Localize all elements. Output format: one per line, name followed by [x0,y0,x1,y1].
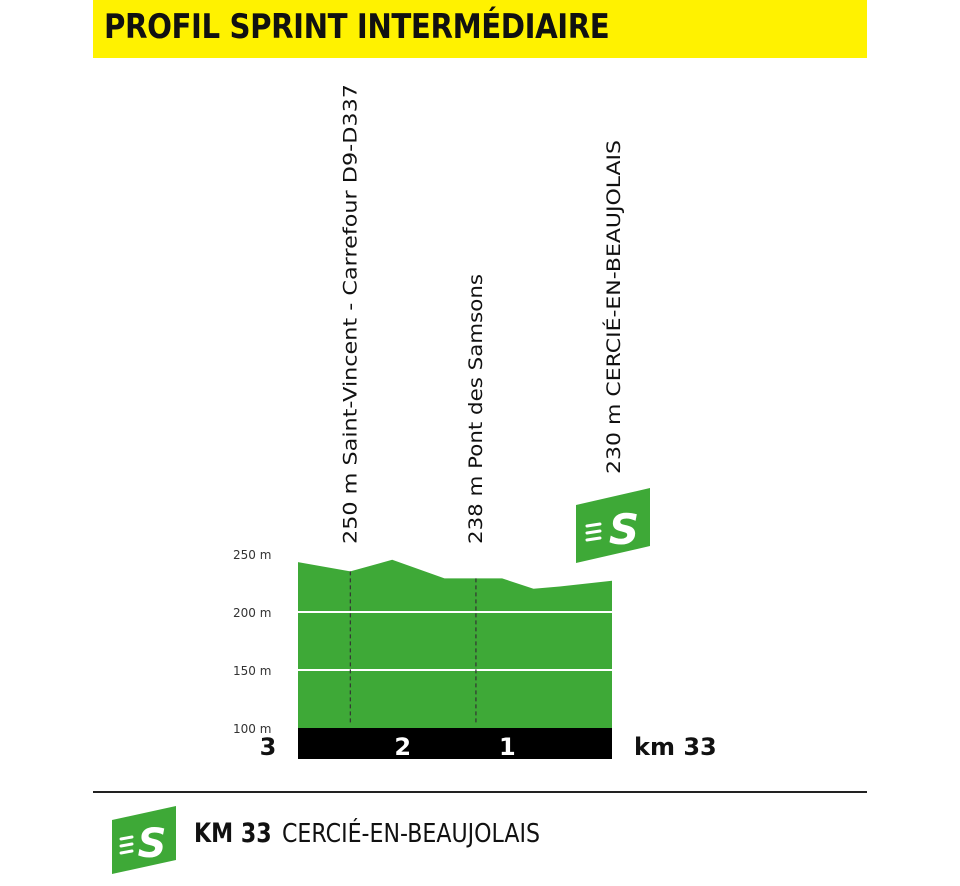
elevation-profile-area [298,559,612,728]
sprint-icon-letter: S [609,505,639,554]
distance-bar [298,728,612,759]
end-km-label: km 33 [634,733,717,761]
annotation-label: 238 m Pont des Samsons [465,274,487,544]
title-bar [93,0,867,58]
y-tick-label: 150 m [233,664,271,678]
divider [93,791,867,793]
sprint-s-icon: S [112,806,176,874]
sprint-icon-stripe [585,522,602,528]
distance-marker: 3 [260,733,277,761]
y-tick-label: 200 m [233,606,271,620]
distance-marker: 2 [394,733,411,761]
sprint-icon-stripe [585,529,602,535]
sprint-icon-stripe [585,536,602,542]
elevation-profile-chart: 100 m 150 m 200 m 250 m 3 2 1 km 33 250 m Saint-… [233,84,717,761]
svg-text:S: S [138,821,167,867]
footer-km: KM 33 [194,818,272,849]
sprint-icon-shape [576,488,650,563]
page-title: PROFIL SPRINT INTERMÉDIAIRE [104,7,610,47]
y-tick-label: 100 m [233,722,271,736]
sprint-s-icon: S [576,488,650,563]
y-tick-label: 250 m [233,548,271,562]
annotation-label: 250 m Saint-Vincent - Carrefour D9-D337 [339,84,361,544]
footer-location: CERCIÉ-EN-BEAUJOLAIS [282,819,541,849]
annotation-label: 230 m CERCIÉ-EN-BEAUJOLAIS [602,140,625,474]
distance-marker: 1 [499,733,516,761]
